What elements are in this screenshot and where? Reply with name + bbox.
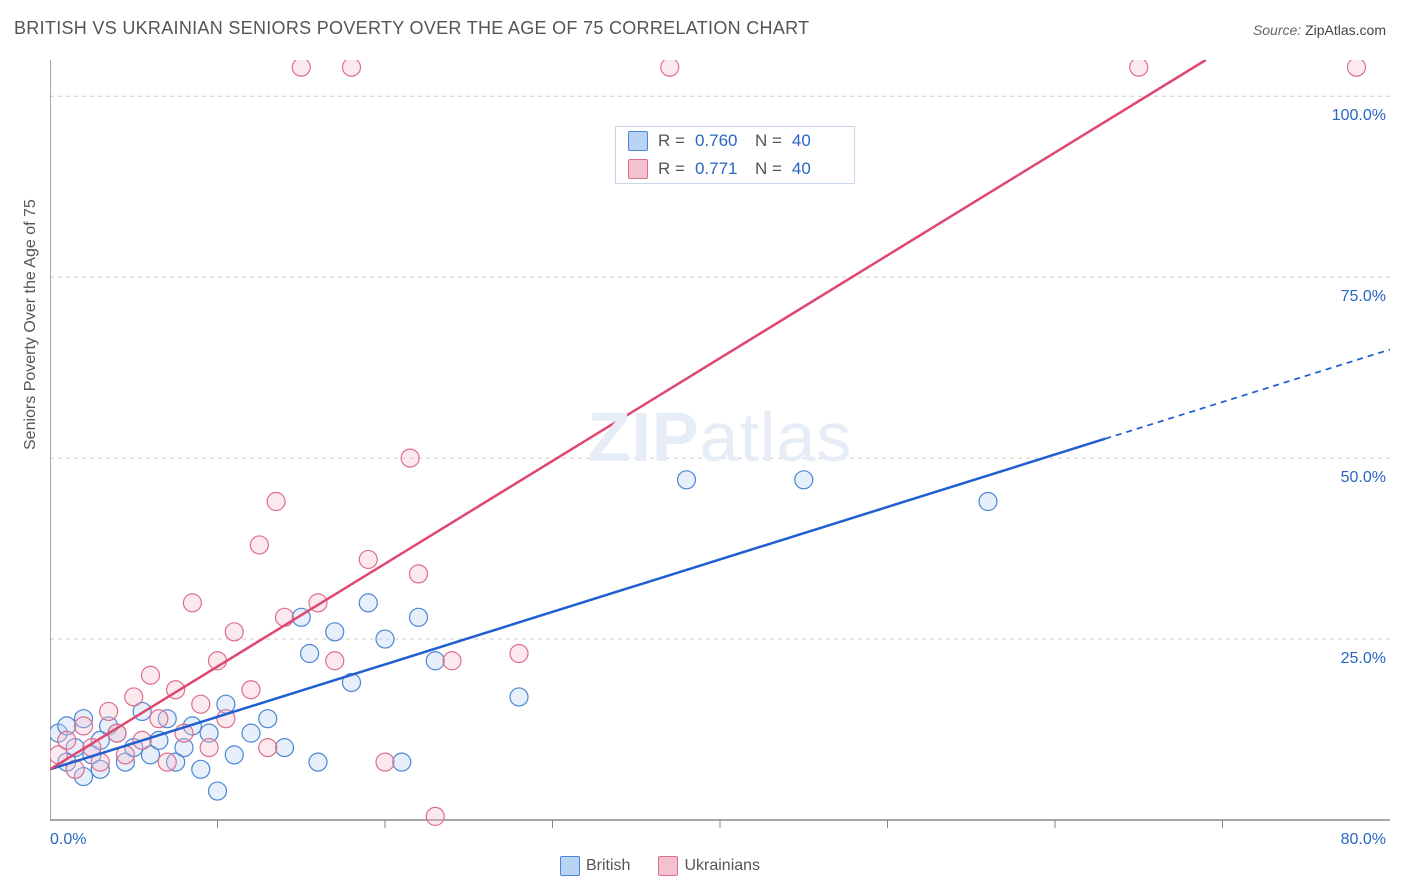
data-point [979,493,997,511]
data-point [192,760,210,778]
svg-text:50.0%: 50.0% [1341,469,1386,486]
stats-row: R = 0.760 N = 40 [616,127,854,155]
data-point [301,645,319,663]
y-axis-label: Seniors Poverty Over the Age of 75 [22,199,40,450]
data-point [410,608,428,626]
data-point [292,60,310,76]
trend-line-extrapolated [1105,350,1390,439]
correlation-stats-box: R = 0.760 N = 40 R = 0.771 N = 40 [615,126,855,184]
svg-text:100.0%: 100.0% [1332,107,1386,124]
stats-swatch [628,131,648,151]
data-point [510,645,528,663]
stats-row: R = 0.771 N = 40 [616,155,854,183]
source-link[interactable]: ZipAtlas.com [1305,22,1386,38]
legend-swatch [560,856,580,876]
data-point [359,550,377,568]
legend-label: Ukrainians [684,857,760,874]
data-point [259,710,277,728]
trend-line [50,439,1105,770]
stats-r-label: R = [658,159,685,179]
data-point [276,608,294,626]
legend-item[interactable]: Ukrainians [658,856,760,876]
data-point [242,724,260,742]
data-point [401,449,419,467]
data-point [1348,60,1366,76]
data-point [410,565,428,583]
data-point [100,702,118,720]
stats-r-value: 0.760 [695,131,745,151]
data-point [250,536,268,554]
data-point [225,623,243,641]
data-point [343,60,361,76]
data-point [359,594,377,612]
data-point [209,782,227,800]
data-point [1130,60,1148,76]
data-point [58,731,76,749]
svg-text:75.0%: 75.0% [1341,288,1386,305]
legend-item[interactable]: British [560,856,630,876]
data-point [309,753,327,771]
data-point [125,688,143,706]
data-point [376,630,394,648]
data-point [242,681,260,699]
data-point [267,493,285,511]
data-point [200,739,218,757]
source-attribution: Source: ZipAtlas.com [1253,22,1386,38]
data-point [75,717,93,735]
stats-n-value: 40 [792,159,842,179]
data-point [326,652,344,670]
data-point [158,753,176,771]
data-point [183,594,201,612]
stats-r-label: R = [658,131,685,151]
data-point [426,807,444,825]
stats-n-label: N = [755,131,782,151]
data-point [510,688,528,706]
chart-title: BRITISH VS UKRAINIAN SENIORS POVERTY OVE… [14,18,809,39]
data-point [326,623,344,641]
stats-n-value: 40 [792,131,842,151]
svg-text:80.0%: 80.0% [1341,831,1386,845]
stats-r-value: 0.771 [695,159,745,179]
data-point [150,710,168,728]
data-point [426,652,444,670]
svg-text:0.0%: 0.0% [50,831,86,845]
chart-plot-area: 25.0%50.0%75.0%100.0%0.0%80.0% ZIPatlas … [50,60,1390,845]
data-point [795,471,813,489]
data-point [443,652,461,670]
data-point [276,739,294,757]
source-label: Source: [1253,22,1301,38]
data-point [142,666,160,684]
data-point [259,739,277,757]
data-point [376,753,394,771]
stats-n-label: N = [755,159,782,179]
data-point [393,753,411,771]
series-legend: British Ukrainians [560,856,760,876]
legend-label: British [586,857,630,874]
data-point [225,746,243,764]
svg-text:25.0%: 25.0% [1341,650,1386,667]
stats-swatch [628,159,648,179]
data-point [192,695,210,713]
data-point [661,60,679,76]
data-point [678,471,696,489]
legend-swatch [658,856,678,876]
